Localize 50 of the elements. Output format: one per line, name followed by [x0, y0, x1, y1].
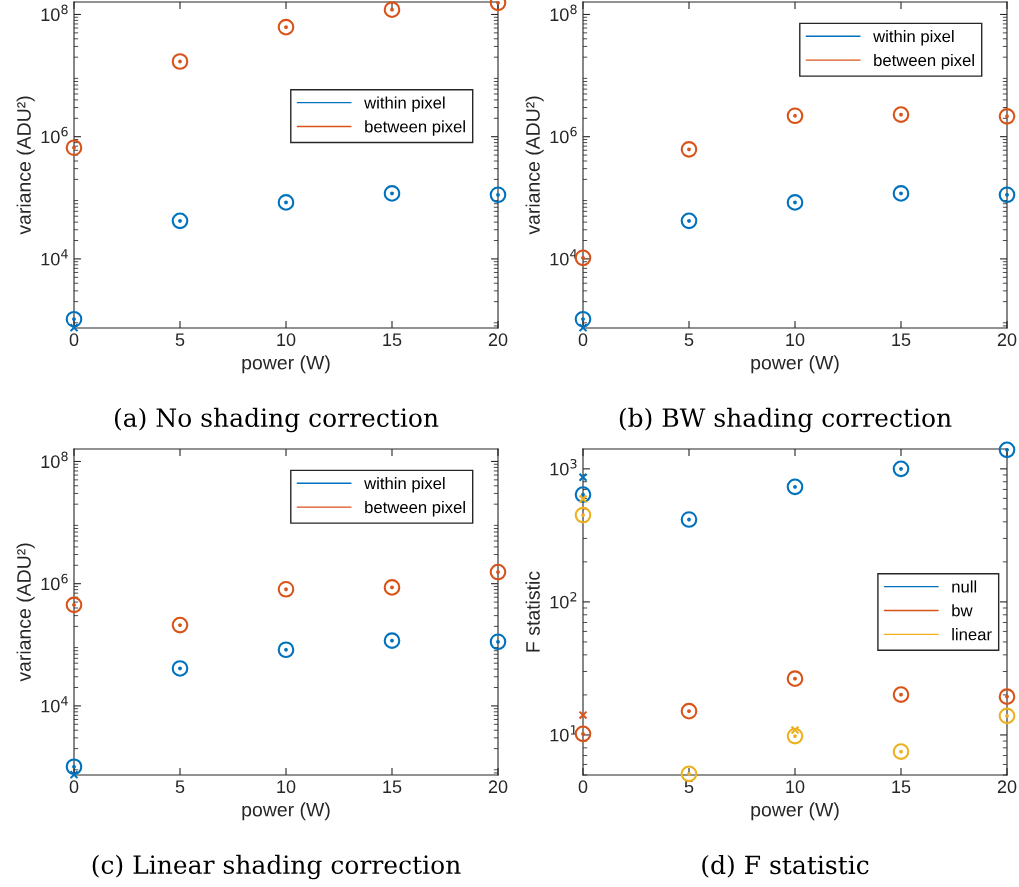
x-tick-label: 0 — [578, 333, 588, 347]
y-axis-title: variance (ADU²) — [16, 96, 35, 235]
x-tick-label: 0 — [69, 333, 79, 347]
y-tick-label: 10$^{6}$ — [41, 126, 68, 144]
y-tick-label: 10$^{6}$ — [41, 573, 68, 591]
text: (b) BW shading correction — [619, 407, 952, 433]
y-tick-label: 10$^{4}$ — [41, 249, 68, 266]
x-tick-label: 20 — [488, 780, 508, 794]
x-tick-label: 15 — [892, 333, 911, 347]
text: (c) Linear shading correction — [92, 854, 461, 880]
legend-label: linear — [952, 628, 992, 641]
y-axis-title: variance (ADU²) — [16, 543, 35, 682]
x-tick-label: 10 — [786, 780, 805, 794]
x-tick-label: 20 — [488, 333, 508, 347]
x-axis-title: power (W) — [751, 802, 839, 821]
legend-label: between pixel — [365, 120, 465, 136]
y-tick-label: 10$^{8}$ — [41, 451, 68, 469]
x-tick-label: 10 — [277, 333, 296, 347]
legend-label: within pixel — [873, 30, 954, 46]
x-tick-label: 10 — [277, 780, 296, 794]
x-tick-label: 10 — [786, 333, 805, 347]
legend-label: bw — [952, 604, 973, 617]
x-tick-label: 15 — [892, 780, 911, 794]
legend-label: null — [952, 580, 977, 593]
x-tick-label: 20 — [997, 780, 1017, 794]
x-tick-label: 5 — [175, 780, 185, 794]
legend-label: within pixel — [364, 477, 445, 493]
y-tick-label: 10$^{2}$ — [550, 592, 577, 609]
y-tick-label: 10$^{6}$ — [550, 126, 577, 144]
y-axis-title: variance (ADU²) — [525, 96, 544, 235]
x-tick-label: 0 — [578, 780, 588, 794]
text: (d) F statistic — [702, 854, 869, 878]
y-tick-label: 10$^{3}$ — [550, 458, 577, 476]
y-tick-label: 10$^{8}$ — [41, 4, 68, 22]
text: (a) No shading correction — [114, 407, 439, 433]
y-tick-label: 10$^{8}$ — [550, 4, 577, 22]
x-tick-label: 15 — [383, 333, 402, 347]
x-axis-title: power (W) — [751, 355, 839, 374]
x-tick-label: 5 — [684, 333, 694, 347]
x-tick-label: 20 — [997, 333, 1017, 347]
x-tick-label: 5 — [175, 333, 185, 347]
legend-label: between pixel — [365, 500, 465, 517]
x-axis-title: power (W) — [242, 802, 330, 821]
legend-label: between pixel — [874, 53, 974, 70]
legend-label: within pixel — [364, 96, 445, 112]
x-axis-title: power (W) — [242, 355, 330, 374]
x-tick-label: 15 — [383, 780, 402, 794]
y-axis-title: F statistic — [525, 571, 540, 652]
x-tick-label: 0 — [69, 780, 79, 794]
y-tick-label: 10$^{4}$ — [41, 696, 68, 713]
